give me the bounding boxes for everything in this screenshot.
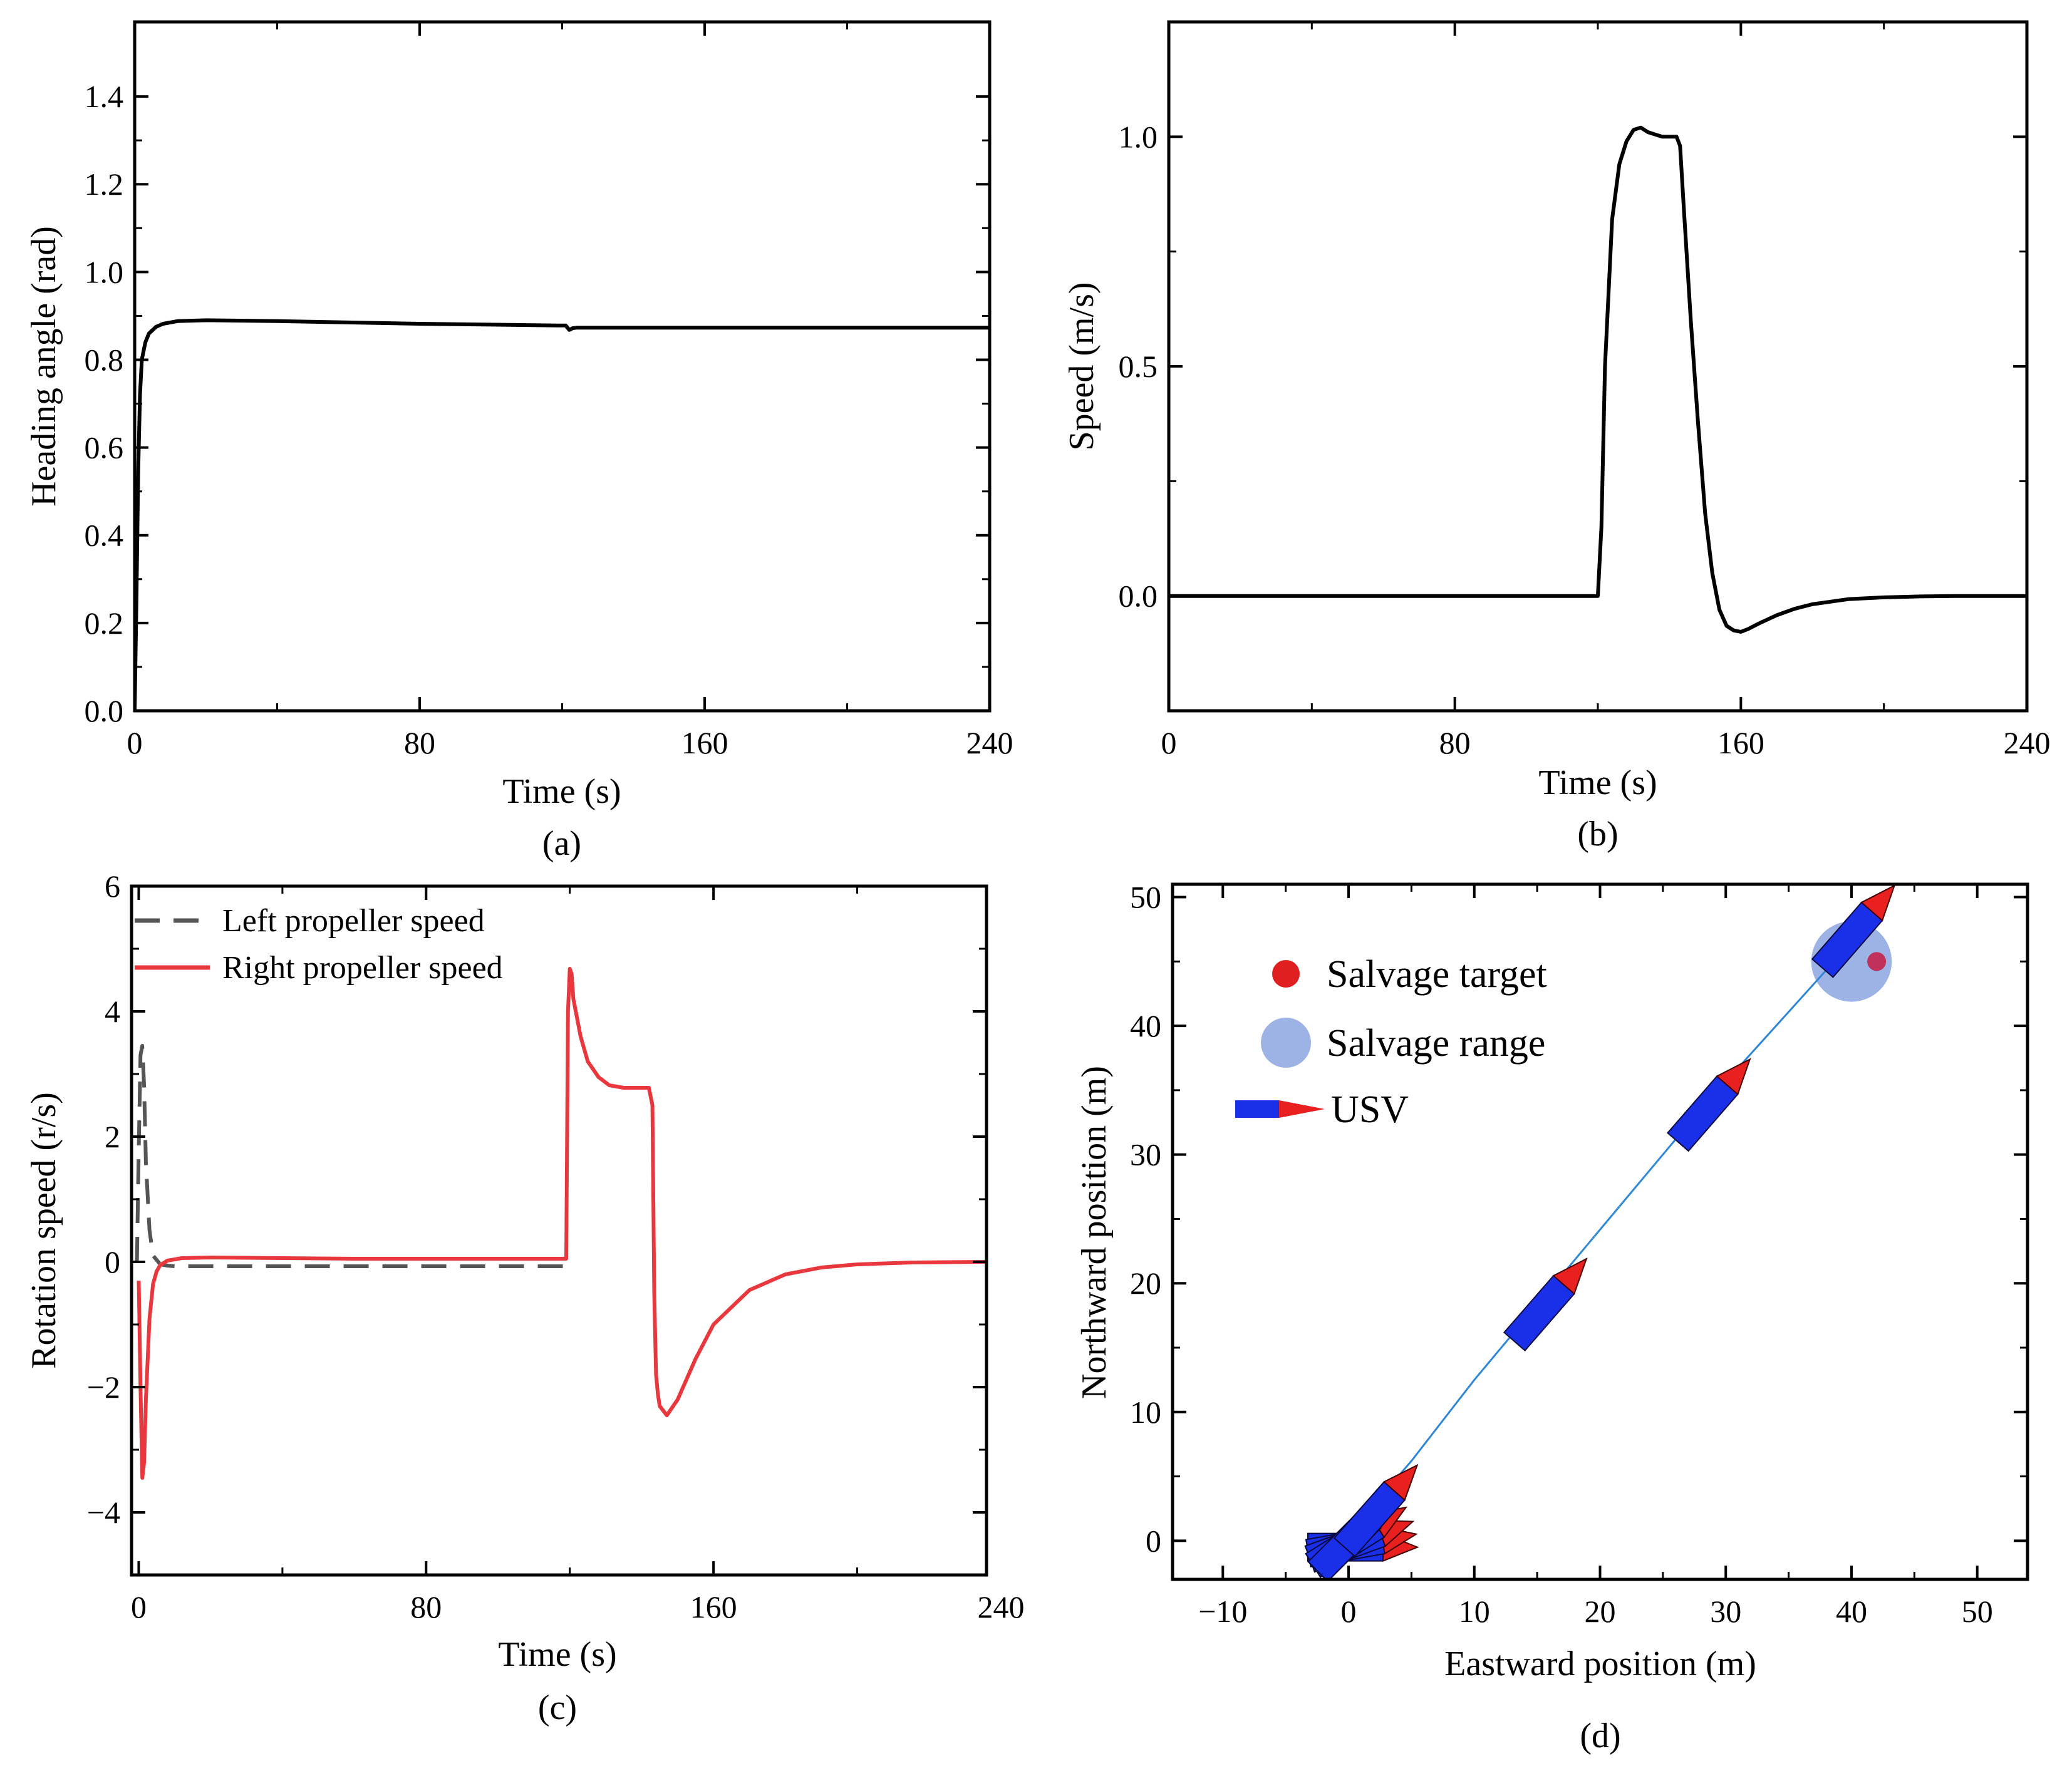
x-tick-label: 160 bbox=[690, 1589, 737, 1624]
y-tick-label: −2 bbox=[87, 1370, 120, 1405]
x-tick-label: 10 bbox=[1459, 1594, 1490, 1629]
x-tick-label: 80 bbox=[404, 725, 435, 760]
y-tick-label: 0 bbox=[105, 1244, 120, 1279]
usv-marker bbox=[1811, 884, 1896, 978]
y-tick-label: 0.6 bbox=[85, 430, 124, 465]
legend-right-propeller-label: Right propeller speed bbox=[222, 950, 503, 986]
panel-a-heading-angle: 0 80 160 240 0.0 0.2 0.4 0.6 0.8 1.0 1.2 1.4 Time (… bbox=[24, 20, 1013, 863]
panel-d-trajectory: −10 0 10 20 30 40 50 0 10 20 30 40 50 Salvage target… bbox=[1075, 880, 2029, 1755]
panel-d-xlabel: Eastward position (m) bbox=[1444, 1644, 1756, 1683]
y-tick-label: 2 bbox=[105, 1119, 120, 1154]
panel-c-ylabel: Rotation speed (r/s) bbox=[24, 1092, 63, 1369]
panel-a-ylabel: Heading angle (rad) bbox=[24, 226, 63, 507]
usv-bow bbox=[1860, 884, 1896, 922]
x-tick-label: 160 bbox=[1717, 725, 1764, 760]
panel-b-caption: (b) bbox=[1577, 815, 1618, 854]
y-tick-label: 40 bbox=[1130, 1008, 1161, 1043]
y-tick-label: 10 bbox=[1130, 1395, 1161, 1430]
panel-c-legend: Left propeller speed Right propeller spe… bbox=[135, 903, 503, 986]
y-tick-label: 0 bbox=[1146, 1523, 1161, 1558]
panel-c-rotation-speed: 0 80 160 240 −4 −2 0 2 4 6 Left propeller speed R… bbox=[24, 869, 1024, 1727]
x-tick-label: 20 bbox=[1585, 1594, 1616, 1629]
x-tick-label: 0 bbox=[1161, 725, 1177, 760]
y-tick-label: 30 bbox=[1130, 1137, 1161, 1172]
legend-usv-label: USV bbox=[1331, 1088, 1409, 1131]
y-tick-label: 50 bbox=[1130, 880, 1161, 915]
legend-salvage-target-marker bbox=[1272, 960, 1300, 988]
panel-c-plot-frame bbox=[130, 884, 988, 1577]
panel-d-caption: (d) bbox=[1580, 1717, 1620, 1755]
legend-salvage-target-label: Salvage target bbox=[1327, 953, 1547, 996]
series-line-right-propeller-speed bbox=[137, 967, 987, 1480]
legend-usv-hull bbox=[1235, 1100, 1279, 1118]
y-tick-label: 1.0 bbox=[1119, 119, 1158, 154]
series-line-left-propeller-speed bbox=[135, 1044, 566, 1268]
panel-d-ylabel: Northward position (m) bbox=[1075, 1066, 1114, 1399]
x-tick-label: 40 bbox=[1836, 1594, 1867, 1629]
x-tick-label: 240 bbox=[2004, 725, 2051, 760]
y-tick-label: 1.4 bbox=[85, 79, 124, 114]
legend-salvage-range-marker bbox=[1261, 1018, 1311, 1068]
x-tick-label: 240 bbox=[977, 1589, 1024, 1624]
usv-bow bbox=[1382, 1464, 1419, 1502]
y-tick-label: 6 bbox=[105, 869, 120, 904]
usv-marker bbox=[1667, 1058, 1751, 1152]
y-tick-label: 0.0 bbox=[1119, 579, 1158, 614]
y-tick-label: −4 bbox=[87, 1495, 120, 1530]
x-tick-label: 0 bbox=[131, 1589, 147, 1624]
panel-a-xlabel: Time (s) bbox=[502, 772, 621, 811]
usv-bow bbox=[1552, 1257, 1588, 1295]
y-tick-label: 20 bbox=[1130, 1266, 1161, 1301]
panel-c-caption: (c) bbox=[538, 1688, 577, 1727]
panel-d-legend: Salvage target Salvage range USV bbox=[1235, 953, 1547, 1131]
y-tick-label: 0.2 bbox=[85, 606, 124, 641]
panel-a-caption: (a) bbox=[542, 824, 581, 863]
salvage-target-point bbox=[1867, 952, 1887, 971]
y-tick-label: 0.0 bbox=[85, 693, 124, 728]
legend-left-propeller-label: Left propeller speed bbox=[222, 903, 485, 939]
y-tick-label: 1.2 bbox=[85, 167, 124, 202]
x-tick-label: 80 bbox=[1439, 725, 1471, 760]
x-tick-label: 30 bbox=[1710, 1594, 1741, 1629]
y-tick-label: 0.8 bbox=[85, 342, 124, 377]
x-tick-label: 0 bbox=[1341, 1594, 1357, 1629]
x-tick-label: −10 bbox=[1198, 1594, 1247, 1629]
legend-salvage-range-label: Salvage range bbox=[1327, 1022, 1545, 1065]
y-tick-label: 0.4 bbox=[85, 518, 124, 553]
panel-b-ylabel: Speed (m/s) bbox=[1062, 282, 1101, 450]
x-tick-label: 160 bbox=[681, 725, 728, 760]
x-tick-label: 80 bbox=[410, 1589, 442, 1624]
series-line-speed bbox=[1169, 125, 2027, 634]
usv-bow bbox=[1716, 1058, 1751, 1096]
panel-c-xlabel: Time (s) bbox=[498, 1635, 616, 1674]
usv-marker bbox=[1503, 1257, 1588, 1351]
usv-marker bbox=[1333, 1464, 1419, 1557]
x-tick-label: 0 bbox=[127, 725, 143, 760]
panel-b-xlabel: Time (s) bbox=[1538, 763, 1657, 802]
x-tick-label: 50 bbox=[1962, 1594, 1993, 1629]
y-tick-label: 4 bbox=[105, 994, 120, 1029]
y-tick-label: 0.5 bbox=[1119, 349, 1158, 384]
legend-usv-bow bbox=[1279, 1100, 1325, 1118]
x-tick-label: 240 bbox=[966, 725, 1013, 760]
y-tick-label: 1.0 bbox=[85, 254, 124, 289]
